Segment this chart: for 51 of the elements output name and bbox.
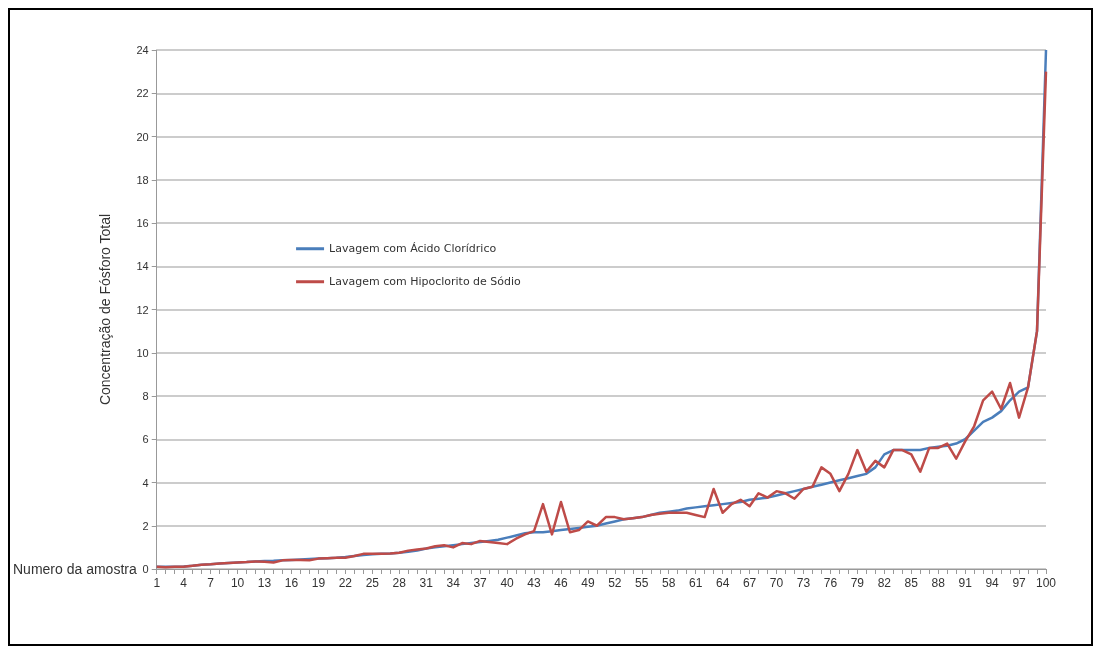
x-tick-label: 13 <box>257 576 272 590</box>
x-tick-label: 61 <box>689 576 703 590</box>
x-tick-label: 73 <box>796 576 811 590</box>
y-tick-label: 4 <box>142 476 149 489</box>
x-tick-label: 10 <box>230 576 245 590</box>
x-tick-label: 88 <box>931 576 946 590</box>
x-tick-label: 46 <box>554 576 568 590</box>
x-tick-label: 97 <box>1012 576 1027 590</box>
y-tick-label: 0 <box>142 563 149 575</box>
x-tick-label: 31 <box>419 576 434 590</box>
y-tick-label: 12 <box>136 303 149 316</box>
x-tick-label: 58 <box>662 576 676 590</box>
x-tick-label: 82 <box>877 576 892 590</box>
x-tick-label: 34 <box>446 576 461 590</box>
y-tick-label: 16 <box>136 217 149 229</box>
y-tick-label: 8 <box>142 390 149 402</box>
x-tick-label: 70 <box>769 576 784 590</box>
x-tick-label: 19 <box>311 576 326 590</box>
x-tick-label: 1 <box>153 576 161 590</box>
x-tick-label: 64 <box>715 576 730 590</box>
x-tick-label: 55 <box>635 576 649 590</box>
x-tick-label: 91 <box>958 576 973 590</box>
x-tick-label: 79 <box>850 576 865 590</box>
x-axis-title: Numero da amostra <box>13 561 137 577</box>
x-tick-label: 25 <box>365 576 380 590</box>
y-tick-label: 14 <box>136 260 149 273</box>
x-tick-label: 37 <box>473 576 488 590</box>
y-axis-title: Concentração de Fósforo Total <box>96 213 113 406</box>
x-tick-label: 49 <box>581 576 595 590</box>
y-tick-label: 20 <box>136 130 149 143</box>
x-tick-label: 52 <box>608 576 622 590</box>
legend-label: Lavagem com Ácido Clorídrico <box>329 242 497 256</box>
x-tick-label: 43 <box>527 576 541 590</box>
x-tick-label: 28 <box>392 576 407 590</box>
y-tick-label: 6 <box>142 433 149 446</box>
x-tick-label: 4 <box>180 576 188 590</box>
y-tick-label: 2 <box>142 519 149 532</box>
y-tick-label: 18 <box>136 173 149 186</box>
x-tick-label: 7 <box>207 576 215 590</box>
x-tick-label: 94 <box>985 576 1000 590</box>
x-tick-label: 67 <box>742 576 757 590</box>
x-tick-label: 40 <box>500 576 515 590</box>
legend-label: Lavagem com Hipoclorito de Sódio <box>329 275 522 289</box>
x-tick-label: 22 <box>338 576 353 590</box>
x-tick-label: 85 <box>904 576 919 590</box>
y-tick-label: 10 <box>136 346 149 359</box>
x-tick-label: 100 <box>1035 576 1057 590</box>
x-tick-label: 76 <box>823 576 838 590</box>
y-tick-label: 24 <box>136 44 149 56</box>
y-tick-label: 22 <box>136 87 149 100</box>
x-tick-label: 16 <box>284 576 299 590</box>
